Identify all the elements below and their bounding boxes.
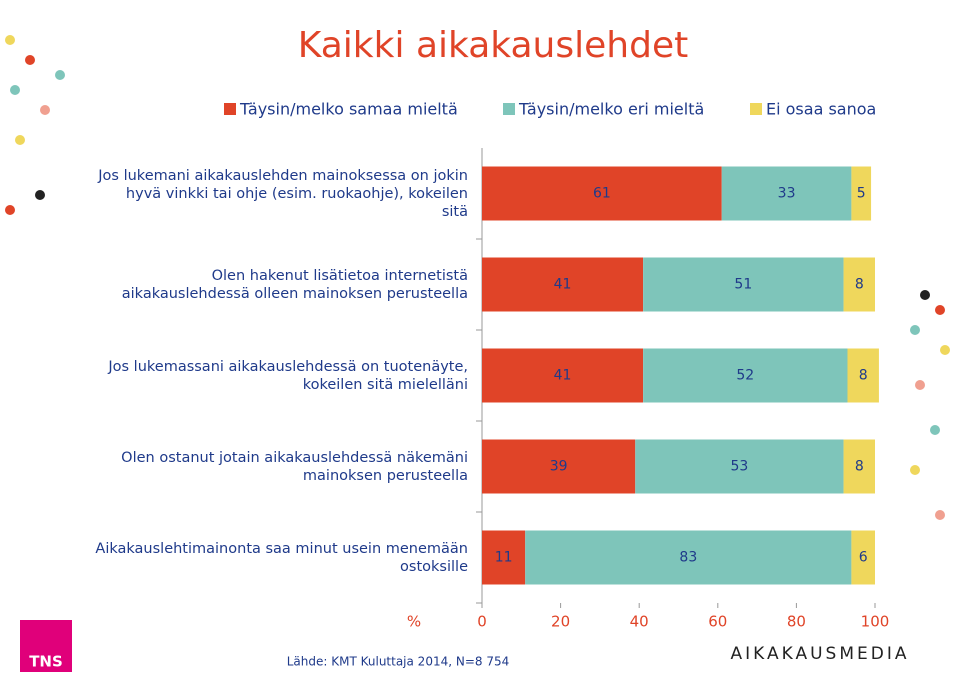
data-label: 11 (495, 550, 513, 566)
x-tick-label: 20 (551, 613, 570, 631)
logo: TNS (29, 653, 63, 671)
confetti (5, 35, 950, 520)
bar-segment (843, 439, 875, 494)
data-label: 41 (554, 277, 572, 293)
x-tick-label: 60 (708, 613, 727, 631)
legend-swatch (224, 103, 236, 115)
bar-segment (482, 166, 722, 221)
data-label: 8 (855, 459, 864, 475)
bar-segment (851, 530, 875, 585)
category-label: Jos lukemassani aikakauslehdessä on tuot… (108, 358, 468, 393)
tns-logo-box (20, 620, 72, 672)
bar-segment (851, 166, 872, 221)
bar-segment (525, 530, 852, 585)
bar-segment (643, 257, 844, 312)
data-label: 52 (736, 368, 754, 384)
category-label: Jos lukemani aikakauslehden mainoksessa … (98, 167, 468, 220)
category-label: Olen hakenut lisätietoa internetistä aik… (121, 267, 468, 302)
bar-segment (643, 348, 848, 403)
x-tick-label: 80 (787, 613, 806, 631)
legend-label: Täysin/melko samaa mieltä (239, 100, 458, 119)
bar-segment (482, 530, 526, 585)
bar-segment (847, 348, 879, 403)
x-tick-label: 40 (630, 613, 649, 631)
data-label: 33 (778, 186, 796, 202)
x-tick-label: 100 (861, 613, 890, 631)
bar-segment (843, 257, 875, 312)
chart-title: Kaikki aikakauslehdet (298, 25, 688, 66)
data-label: 61 (593, 186, 611, 202)
source: Lähde: KMT Kuluttaja 2014, N=8 754 (287, 655, 510, 669)
x-tick-label: 0 (477, 613, 487, 631)
legend-label: Ei osaa sanoa (766, 100, 876, 119)
logo: AIKAKAUSMEDIA (731, 644, 910, 664)
x-axis-label: % (407, 613, 421, 631)
legend-label: Täysin/melko eri mieltä (518, 100, 704, 119)
data-label: 41 (554, 368, 572, 384)
data-label: 83 (679, 550, 697, 566)
data-label: 53 (731, 459, 749, 475)
data-label: 8 (859, 368, 868, 384)
legend-swatch (750, 103, 762, 115)
data-label: 39 (550, 459, 568, 475)
data-label: 8 (855, 277, 864, 293)
bar-segment (482, 439, 636, 494)
category-label: Olen ostanut jotain aikakauslehdessä näk… (121, 449, 468, 484)
data-label: 51 (734, 277, 752, 293)
data-label: 5 (857, 186, 866, 202)
bar-segment (635, 439, 844, 494)
bar-segment (721, 166, 852, 221)
data-label: 6 (859, 550, 868, 566)
category-label: Aikakauslehtimainonta saa minut usein me… (95, 540, 468, 575)
bar-segment (482, 257, 644, 312)
bar-segment (482, 348, 644, 403)
legend-swatch (503, 103, 515, 115)
